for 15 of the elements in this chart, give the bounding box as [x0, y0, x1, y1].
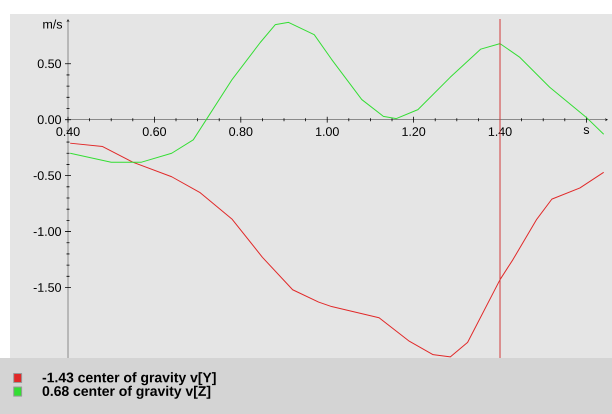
- line-series: [70, 142, 604, 358]
- legend-label: 0.68 center of gravity v[Z]: [42, 386, 210, 399]
- x-tick-label: 0.40: [56, 127, 80, 136]
- legend-label: -1.43 center of gravity v[Y]: [42, 372, 216, 386]
- y-tick-label: -1.00: [34, 227, 62, 236]
- y-tick-label: -0.50: [34, 171, 62, 180]
- x-tick-label: 0.60: [142, 127, 166, 136]
- x-tick-label: 0.80: [229, 127, 252, 136]
- y-tick-label: 0.00: [38, 115, 62, 124]
- x-tick-label: 1.00: [316, 127, 339, 136]
- y-tick-label: -1.50: [34, 283, 62, 292]
- y-axis-title: m/s: [43, 20, 62, 29]
- x-axis-title: s: [584, 127, 590, 134]
- y-tick-label: 0.50: [38, 59, 62, 68]
- x-tick-label: 1.20: [402, 127, 426, 136]
